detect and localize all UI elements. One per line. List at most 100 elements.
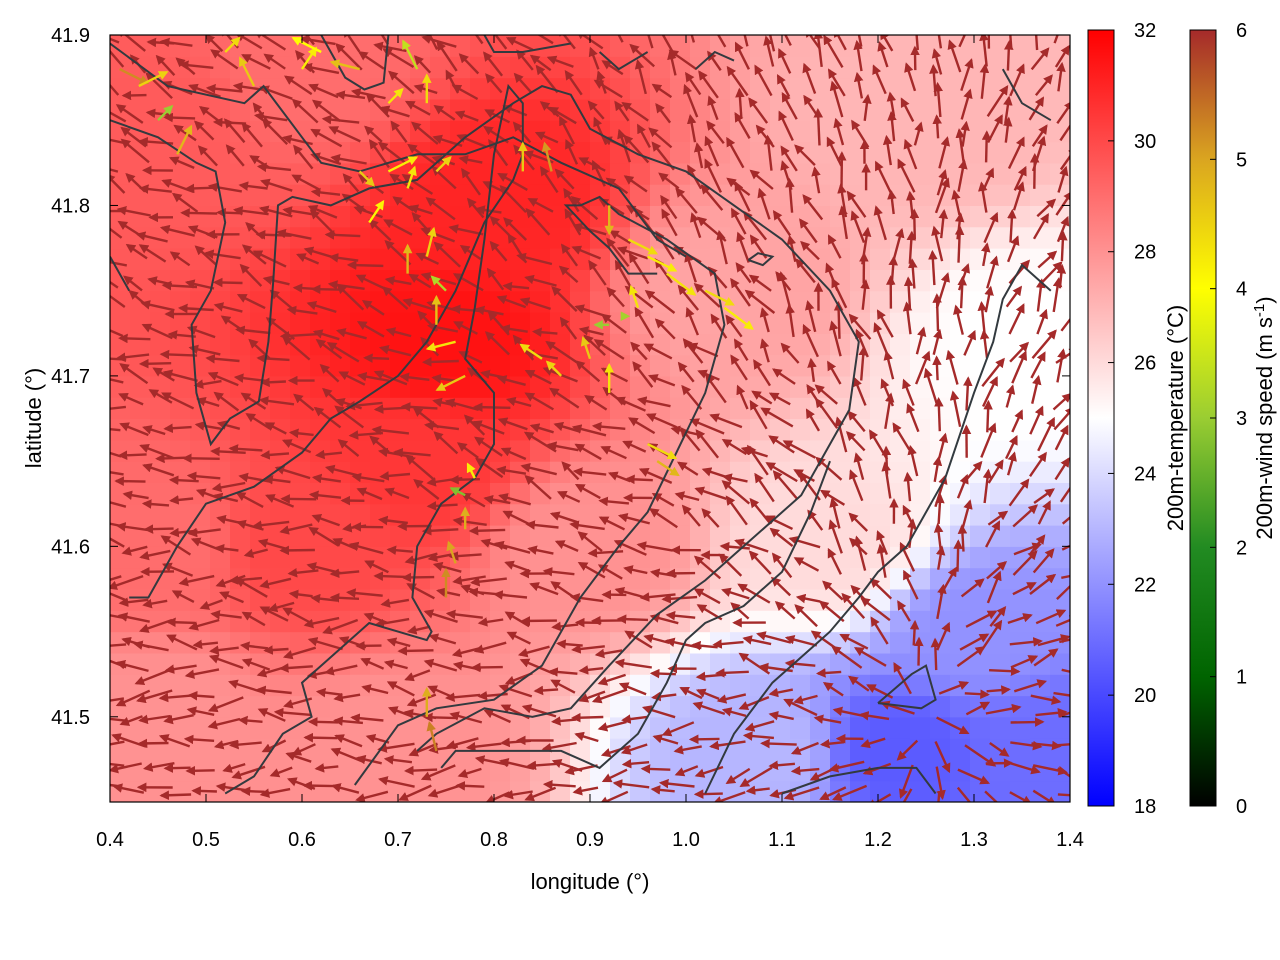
temperature-cell bbox=[230, 163, 251, 185]
x-tick-label: 1.3 bbox=[960, 829, 988, 851]
temperature-cell bbox=[370, 696, 391, 718]
temperature-cell bbox=[290, 163, 311, 185]
temperature-cell bbox=[270, 227, 291, 249]
temperature-cell bbox=[250, 674, 271, 696]
temperature-cell bbox=[310, 759, 331, 781]
temperature-cell bbox=[290, 312, 311, 334]
temperature-cell bbox=[130, 312, 151, 334]
temperature-cell bbox=[190, 35, 211, 57]
temperature-cell bbox=[850, 738, 871, 760]
temperature-cell bbox=[650, 525, 671, 547]
temperature-cell bbox=[830, 632, 851, 654]
temperature-cell bbox=[810, 738, 831, 760]
temperature-cell bbox=[970, 312, 991, 334]
wind-vector bbox=[919, 639, 920, 666]
temperature-cell bbox=[670, 696, 691, 718]
temperature-cell bbox=[850, 504, 871, 526]
temperature-cell bbox=[570, 525, 591, 547]
wind-vector bbox=[643, 769, 671, 770]
wind-vector bbox=[265, 649, 288, 651]
temperature-cell bbox=[830, 205, 851, 227]
temperature-cell bbox=[910, 461, 931, 483]
temperature-colorbar-ticks: 18 20 22 24 26 28 30 32 bbox=[1108, 20, 1156, 818]
temperature-cell bbox=[570, 142, 591, 164]
temperature-cell bbox=[930, 205, 951, 227]
temperature-cell bbox=[450, 674, 471, 696]
temperature-cell bbox=[290, 482, 311, 504]
temperature-cell bbox=[1030, 120, 1051, 142]
wind-vector bbox=[212, 451, 246, 453]
temperature-cell bbox=[850, 440, 871, 462]
temperature-cell bbox=[530, 99, 551, 121]
temperature-cell bbox=[990, 142, 1011, 164]
temperature-cell bbox=[1050, 738, 1071, 760]
temperature-cell bbox=[110, 291, 131, 313]
temperature-cell bbox=[890, 397, 911, 419]
wind-speed-colorbar-tick-label: 4 bbox=[1236, 279, 1247, 301]
temperature-cell bbox=[490, 35, 511, 57]
temperature-cell bbox=[790, 397, 811, 419]
temperature-cell bbox=[410, 291, 431, 313]
temperature-cell bbox=[210, 163, 231, 185]
temperature-cell bbox=[310, 781, 331, 803]
wind-vector bbox=[967, 378, 969, 410]
wind-vector bbox=[935, 640, 936, 671]
temperature-cell bbox=[1050, 333, 1071, 355]
temperature-cell bbox=[510, 589, 531, 611]
temperature-cell bbox=[1050, 376, 1071, 398]
temperature-cell bbox=[850, 355, 871, 377]
temperature-cell bbox=[490, 632, 511, 654]
temperature-cell bbox=[810, 184, 831, 206]
temperature-cell bbox=[710, 546, 731, 568]
temperature-cell bbox=[250, 504, 271, 526]
temperature-cell bbox=[430, 248, 451, 270]
temperature-cell bbox=[730, 419, 751, 441]
temperature-cell bbox=[390, 525, 411, 547]
temperature-cell bbox=[150, 589, 171, 611]
wind-speed-colorbar-tick-label: 2 bbox=[1236, 537, 1247, 559]
temperature-cell bbox=[750, 738, 771, 760]
temperature-cell bbox=[330, 227, 351, 249]
temperature-cell bbox=[870, 227, 891, 249]
temperature-cell bbox=[670, 78, 691, 100]
temperature-cell bbox=[430, 78, 451, 100]
temperature-cell bbox=[950, 738, 971, 760]
temperature-cell bbox=[890, 78, 911, 100]
temperature-cell bbox=[290, 184, 311, 206]
x-tick-label: 1.1 bbox=[768, 829, 796, 851]
temperature-cell bbox=[1050, 674, 1071, 696]
temperature-cell bbox=[290, 205, 311, 227]
temperature-cell bbox=[1050, 717, 1071, 739]
temperature-cell bbox=[190, 610, 211, 632]
wind-vector bbox=[365, 358, 389, 359]
wind-vector bbox=[914, 210, 915, 239]
temperature-cell bbox=[330, 35, 351, 57]
temperature-cell bbox=[1050, 248, 1071, 270]
temperature-colorbar-label: 200m-temperature (°C) bbox=[1163, 305, 1188, 531]
temperature-cell bbox=[670, 504, 691, 526]
temperature-cell bbox=[370, 333, 391, 355]
temperature-cell bbox=[1030, 163, 1051, 185]
wind-vector bbox=[120, 338, 150, 339]
temperature-cell bbox=[1050, 589, 1071, 611]
temperature-cell bbox=[670, 653, 691, 675]
temperature-cell bbox=[170, 205, 191, 227]
temperature-cell bbox=[410, 717, 431, 739]
wind-vector bbox=[304, 786, 334, 787]
temperature-cell bbox=[970, 589, 991, 611]
temperature-cell bbox=[830, 696, 851, 718]
temperature-cell bbox=[650, 56, 671, 78]
temperature-cell bbox=[350, 674, 371, 696]
x-axis-label: longitude (°) bbox=[531, 869, 650, 894]
temperature-cell bbox=[510, 355, 531, 377]
temperature-cell bbox=[590, 163, 611, 185]
wind-vector bbox=[573, 717, 603, 718]
temperature-cell bbox=[870, 696, 891, 718]
temperature-cell bbox=[450, 759, 471, 781]
temperature-cell bbox=[230, 461, 251, 483]
temperature-cell bbox=[910, 99, 931, 121]
temperature-cell bbox=[130, 440, 151, 462]
wind-vector bbox=[965, 693, 988, 694]
temperature-cell bbox=[570, 269, 591, 291]
temperature-cell bbox=[350, 696, 371, 718]
